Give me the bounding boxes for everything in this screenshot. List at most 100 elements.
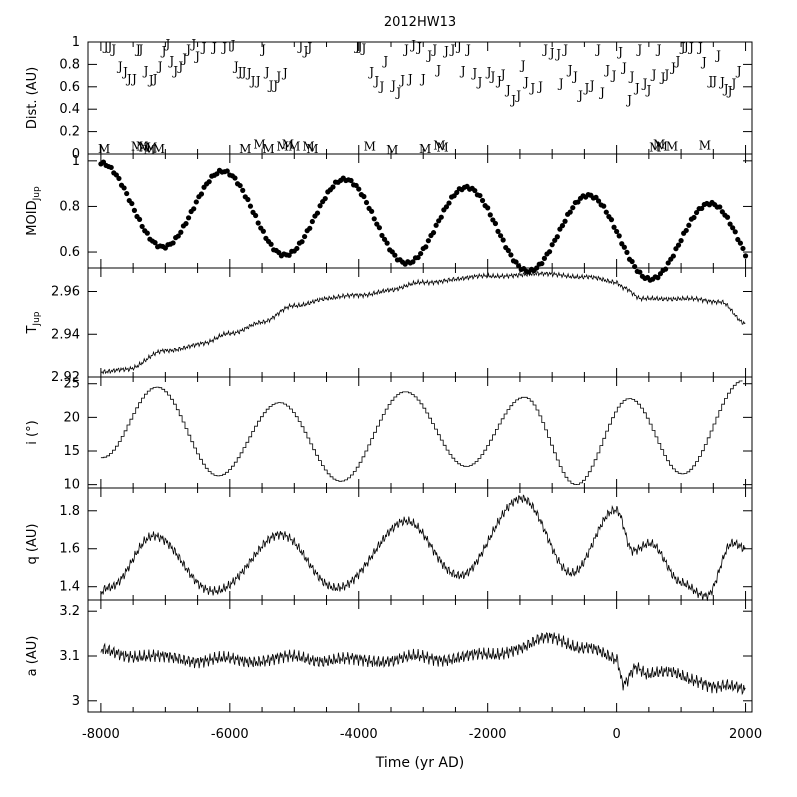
jupiter-encounter-marker: J	[267, 79, 274, 93]
jupiter-encounter-marker: J	[109, 43, 116, 57]
moid-point	[446, 200, 452, 206]
jupiter-encounter-marker: J	[232, 60, 239, 74]
panel-moid-ylabel-main: MOID	[25, 200, 40, 235]
moid-point	[260, 228, 266, 234]
mars-encounter-marker: M	[139, 141, 151, 155]
jupiter-encounter-marker: J	[519, 58, 526, 72]
moid-point	[621, 244, 627, 250]
jupiter-encounter-marker: J	[710, 74, 717, 88]
x-axis-label: Time (yr AD)	[375, 755, 464, 771]
mars-encounter-marker: M	[436, 141, 448, 155]
jupiter-encounter-marker: J	[499, 67, 506, 81]
panel-q: q (AU) 1.4 1.6 1.8	[25, 487, 753, 601]
jupiter-encounter-marker: J	[476, 75, 483, 89]
y-tick-label: 1	[72, 154, 80, 169]
jupiter-encounter-marker: J	[305, 40, 312, 54]
moid-point	[678, 238, 684, 244]
jupiter-encounter-marker: J	[700, 55, 707, 69]
moid-point	[508, 252, 514, 258]
moid-point	[624, 249, 630, 255]
panel-q-ticks: 1.4 1.6 1.8	[59, 488, 752, 600]
jupiter-encounter-marker: J	[189, 37, 196, 51]
jupiter-encounter-marker: J	[434, 63, 441, 77]
jupiter-encounter-marker: J	[274, 70, 281, 84]
jupiter-encounter-marker: J	[180, 52, 187, 66]
y-tick-label: 0.6	[59, 80, 80, 95]
jupiter-encounter-marker: J	[722, 82, 729, 96]
moid-point	[675, 242, 682, 248]
moid-point	[737, 240, 743, 246]
panel-moid-ticks: 0.6 0.8 1	[59, 154, 752, 268]
jupiter-encounter-marker: J	[522, 75, 529, 89]
jupiter-encounter-marker: J	[125, 72, 132, 86]
jupiter-encounter-marker: J	[557, 76, 564, 90]
moid-point	[425, 238, 431, 244]
moid-point	[691, 214, 697, 221]
mars-encounter-marker: M	[656, 140, 668, 154]
x-tick-label: -2000	[469, 727, 507, 742]
jupiter-encounter-marker: J	[536, 80, 543, 94]
moid-point	[562, 218, 568, 224]
moid-point	[487, 212, 493, 218]
jupiter-encounter-marker: J	[171, 64, 178, 78]
jupiter-encounter-marker: J	[714, 48, 721, 62]
moid-point	[245, 196, 251, 203]
jupiter-encounter-marker: J	[718, 75, 725, 89]
jupiter-encounter-marker: J	[381, 54, 388, 68]
jupiter-encounter-marker: J	[448, 43, 455, 57]
moid-point	[309, 218, 315, 225]
moid-point	[430, 230, 437, 236]
panel-distance-ticks: 0 0.2 0.4 0.6 0.8 1	[59, 35, 752, 162]
moid-point	[185, 215, 192, 221]
x-tick-label: -4000	[340, 727, 378, 742]
jupiter-encounter-marker: J	[464, 43, 471, 57]
moid-point	[549, 242, 555, 248]
jupiter-encounter-marker: J	[210, 40, 217, 54]
jupiter-encounter-marker: J	[455, 39, 462, 53]
jupiter-encounter-marker: J	[301, 44, 308, 58]
mars-encounter-marker: M	[653, 137, 665, 151]
moid-point	[418, 250, 424, 257]
y-tick-label: 0	[72, 147, 80, 162]
x-tick-label: 0	[612, 727, 620, 742]
moid-point	[131, 207, 138, 213]
moid-point	[575, 199, 581, 205]
jupiter-encounter-marker: J	[142, 64, 149, 78]
jupiter-encounter-marker: J	[167, 54, 174, 68]
jupiter-encounter-marker: J	[509, 93, 516, 107]
moid-point	[152, 240, 158, 246]
moid-point	[361, 193, 367, 200]
jupiter-encounter-marker: J	[655, 43, 662, 57]
jupiter-encounter-marker: J	[259, 43, 266, 57]
y-tick-label: 1.8	[59, 504, 80, 519]
moid-point	[379, 232, 385, 239]
jupiter-encounter-marker: J	[548, 46, 555, 60]
moid-point	[183, 221, 189, 227]
jupiter-encounter-marker: J	[130, 72, 137, 86]
moid-point	[663, 266, 669, 272]
y-tick-label: 0.8	[59, 57, 80, 72]
jupiter-encounter-marker: J	[682, 39, 689, 53]
jupiter-encounter-marker: J	[160, 44, 167, 58]
moid-point	[616, 233, 622, 239]
mars-encounter-marker: M	[143, 143, 155, 157]
moid-point	[198, 191, 205, 197]
jupiter-encounter-marker: J	[594, 43, 601, 57]
moid-point	[567, 209, 573, 215]
y-tick-label: 2.94	[51, 327, 80, 342]
moid-point	[363, 199, 370, 206]
panel-a-ylabel: a (AU)	[25, 636, 40, 677]
moid-point	[381, 236, 388, 242]
jupiter-encounter-marker: J	[659, 71, 666, 85]
jupiter-encounter-marker: J	[360, 42, 367, 56]
moid-point	[299, 239, 305, 245]
jupiter-encounter-marker: J	[164, 37, 171, 51]
jupiter-encounter-marker: J	[102, 39, 109, 53]
moid-point	[129, 200, 135, 207]
mars-encounter-marker: M	[131, 140, 143, 154]
panel-moid-points	[98, 159, 749, 283]
panel-inclination: i (°) 10 15 20 25	[25, 376, 753, 493]
moid-point	[247, 203, 254, 209]
